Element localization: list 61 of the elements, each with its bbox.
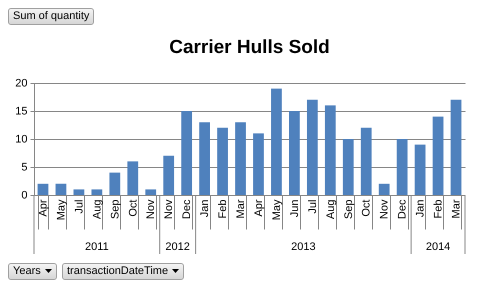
field-button: Years: [8, 263, 57, 280]
bar: [253, 133, 264, 195]
text: 2014: [426, 241, 450, 253]
bar: [450, 100, 462, 195]
x-tick-label: Dec: [181, 199, 194, 220]
bar: [271, 88, 282, 195]
x-tick-label: Dec: [396, 199, 409, 220]
x-tick-label: Sep: [109, 200, 122, 220]
x-tick-label: Oct: [360, 200, 373, 217]
y-tick-label: 0: [21, 190, 28, 202]
x-tick-label: Nov: [145, 199, 158, 220]
bar: [56, 184, 66, 195]
y-tick-label: 10: [15, 134, 28, 146]
text: 2012: [165, 241, 190, 253]
bar: [109, 172, 120, 195]
y-tick-label: 20: [15, 78, 28, 90]
x-tick-label: Mar: [235, 199, 248, 218]
field-button: transactionDateTime: [62, 263, 184, 280]
x-tick-label: May: [270, 199, 283, 220]
x-tick-label: Aug: [324, 200, 337, 220]
x-tick-label: Feb: [432, 200, 445, 218]
x-tick-label: Jul: [306, 200, 319, 214]
bar: [342, 139, 354, 195]
bar: [91, 189, 102, 195]
y-tick-label: 5: [21, 162, 28, 174]
bar: [324, 105, 336, 195]
y-tick-label: 15: [15, 106, 28, 118]
bar: [396, 139, 408, 195]
bar: [289, 111, 300, 195]
bar: [145, 189, 156, 195]
x-tick-label: Jun: [288, 200, 301, 218]
x-tick-label: Jan: [414, 200, 427, 218]
bar: [38, 184, 48, 195]
bar: [74, 189, 84, 195]
x-tick-label: Aug: [91, 200, 104, 220]
bar: [199, 122, 210, 195]
bar: [163, 156, 174, 195]
field-button: Sum of quantity: [8, 8, 94, 25]
bar: [378, 184, 390, 195]
bar: [306, 100, 318, 195]
bar: [414, 144, 426, 195]
chart-title: Carrier Hulls Sold: [169, 37, 330, 58]
x-tick-label: May: [55, 199, 68, 220]
bar: [235, 122, 246, 195]
bar: [181, 111, 192, 195]
x-tick-label: Sep: [342, 200, 355, 220]
bar: [360, 128, 372, 195]
x-tick-label: Nov: [378, 199, 391, 220]
text: 2013: [291, 241, 316, 253]
text: 2011: [85, 241, 109, 253]
bar: [432, 116, 444, 195]
bar: [217, 128, 228, 195]
x-tick-label: Oct: [127, 200, 140, 217]
x-tick-label: Feb: [217, 200, 230, 218]
x-tick-label: Apr: [252, 199, 265, 217]
x-tick-label: Mar: [450, 199, 463, 218]
x-tick-label: Jan: [199, 200, 212, 218]
x-tick-label: Jul: [73, 200, 86, 214]
x-tick-label: Nov: [163, 199, 176, 220]
x-tick-label: Apr: [37, 199, 50, 217]
bar: [127, 161, 138, 195]
